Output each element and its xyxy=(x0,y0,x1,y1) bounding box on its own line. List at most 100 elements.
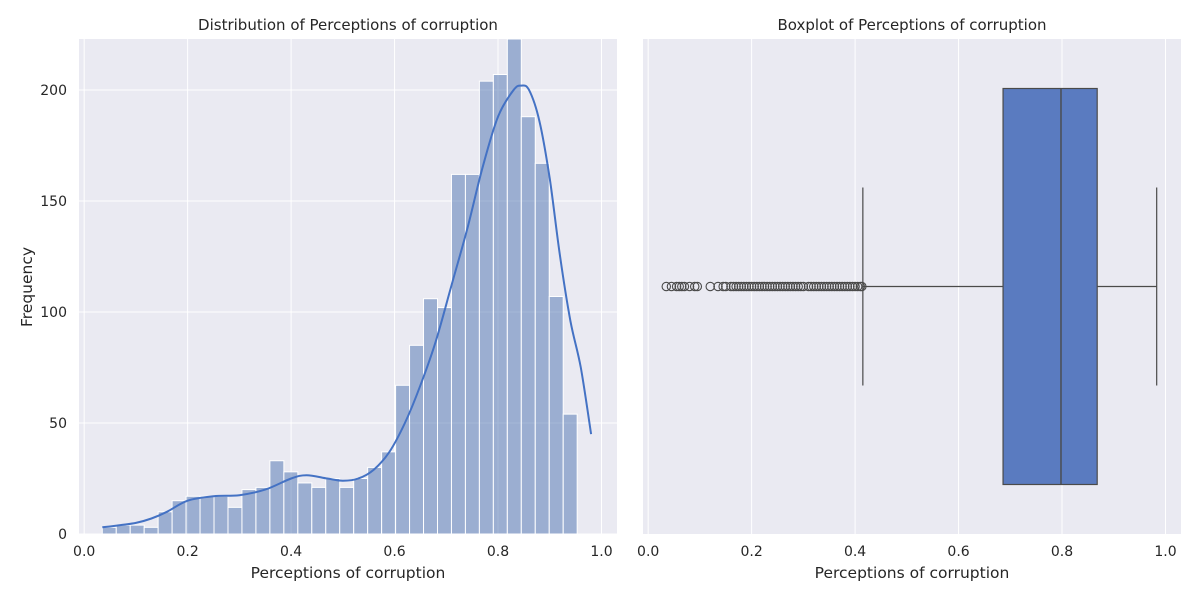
outlier-point xyxy=(819,281,829,292)
outlier-point xyxy=(816,281,827,292)
outlier-point xyxy=(821,281,832,292)
x-tick-label: 0.4 xyxy=(844,544,866,560)
x-tick-label: 0.4 xyxy=(280,544,302,560)
x-tick-label: 0.2 xyxy=(741,544,763,560)
outlier-point xyxy=(728,281,739,292)
outlier-point xyxy=(780,281,791,292)
histogram-bars xyxy=(101,38,578,535)
histogram-bar xyxy=(520,116,536,535)
outlier-point xyxy=(785,281,796,292)
histogram-bar xyxy=(129,524,145,535)
outlier-point xyxy=(674,281,684,292)
x-tick-label: 0.6 xyxy=(947,544,969,560)
y-tick-label: 150 xyxy=(40,194,67,210)
outlier-point xyxy=(757,281,767,292)
histogram-y-tick-labels: 0 50 100 150 200 xyxy=(40,83,67,543)
outlier-point xyxy=(783,281,793,292)
y-tick-label: 0 xyxy=(58,527,67,543)
histogram-bar xyxy=(213,495,229,535)
outlier-point xyxy=(684,281,695,292)
outlier-point xyxy=(857,281,867,292)
outlier-point xyxy=(806,281,816,292)
histogram-bar xyxy=(241,489,257,535)
y-tick-label: 100 xyxy=(40,305,67,321)
outlier-point xyxy=(718,281,728,292)
outlier-point xyxy=(739,281,749,292)
outlier-point xyxy=(731,281,741,292)
histogram-y-axis-label: Frequency xyxy=(18,247,36,327)
histogram-bar xyxy=(297,482,313,535)
boxplot-x-tick-labels: 0.0 0.2 0.4 0.6 0.8 1.0 xyxy=(637,544,1177,560)
x-tick-label: 0.0 xyxy=(73,544,95,560)
outlier-point xyxy=(803,281,814,292)
outlier-point xyxy=(852,281,863,292)
outlier-point xyxy=(834,281,845,292)
x-tick-label: 0.6 xyxy=(383,544,405,560)
outlier-point xyxy=(824,281,834,292)
outlier-point xyxy=(744,281,754,292)
histogram-bar xyxy=(395,384,411,535)
histogram-bar xyxy=(506,38,522,535)
outlier-point xyxy=(850,281,860,292)
outlier-point xyxy=(733,281,744,292)
outlier-point xyxy=(741,281,752,292)
x-tick-label: 0.8 xyxy=(487,544,509,560)
outlier-point xyxy=(777,281,788,292)
histogram-bar xyxy=(562,413,578,535)
histogram-bar xyxy=(367,466,383,535)
outlier-point xyxy=(798,281,809,292)
histogram-bar xyxy=(311,486,327,535)
outlier-point xyxy=(666,281,677,292)
x-tick-label: 0.8 xyxy=(1051,544,1073,560)
outlier-point xyxy=(671,281,682,292)
x-tick-label: 0.0 xyxy=(637,544,659,560)
outlier-point xyxy=(808,281,819,292)
outlier-point xyxy=(796,281,806,292)
boxplot-title: Boxplot of Perceptions of corruption xyxy=(778,16,1047,34)
histogram-bar xyxy=(423,298,438,535)
outlier-point xyxy=(772,281,783,292)
outlier-point xyxy=(713,281,723,292)
outlier-point xyxy=(726,281,736,292)
outlier-point xyxy=(679,281,690,292)
outlier-point xyxy=(746,281,757,292)
outlier-point xyxy=(788,281,798,292)
histogram-bar xyxy=(381,451,397,535)
outlier-point xyxy=(736,281,747,292)
histogram-bar xyxy=(199,495,215,535)
outlier-point xyxy=(692,281,703,292)
histogram-panel: 0.0 0.2 0.4 0.6 0.8 1.0 0 50 100 150 200 Distribu… xyxy=(18,16,617,582)
histogram-bar xyxy=(227,506,243,535)
boxplot-elements xyxy=(661,87,1158,486)
x-tick-label: 1.0 xyxy=(590,544,612,560)
histogram-x-tick-labels: 0.0 0.2 0.4 0.6 0.8 1.0 xyxy=(73,544,613,560)
outlier-point xyxy=(762,281,772,292)
y-tick-label: 200 xyxy=(40,83,67,99)
histogram-bar xyxy=(409,344,425,535)
histogram-bar xyxy=(255,486,271,535)
outlier-point xyxy=(661,281,672,292)
histogram-bar xyxy=(492,74,508,535)
histogram-bar xyxy=(143,526,159,535)
x-tick-label: 0.2 xyxy=(177,544,199,560)
outlier-point xyxy=(677,281,687,292)
outlier-point xyxy=(845,281,855,292)
outlier-point xyxy=(705,281,715,292)
outlier-point xyxy=(689,281,700,292)
histogram-title: Distribution of Perceptions of corruptio… xyxy=(198,16,498,34)
outlier-point xyxy=(770,281,780,292)
histogram-x-axis-label: Perceptions of corruption xyxy=(251,564,446,582)
histogram-bar xyxy=(325,478,341,535)
outlier-point xyxy=(837,281,847,292)
outlier-point xyxy=(842,281,853,292)
outlier-point xyxy=(752,281,762,292)
outlier-point xyxy=(793,281,803,292)
outlier-point xyxy=(775,281,785,292)
outlier-point xyxy=(814,281,824,292)
histogram-bar xyxy=(101,526,117,535)
outlier-point xyxy=(827,281,837,292)
histogram-bar xyxy=(339,486,355,535)
outlier-point xyxy=(754,281,765,292)
outlier-point xyxy=(759,281,770,292)
outlier-point xyxy=(832,281,842,292)
